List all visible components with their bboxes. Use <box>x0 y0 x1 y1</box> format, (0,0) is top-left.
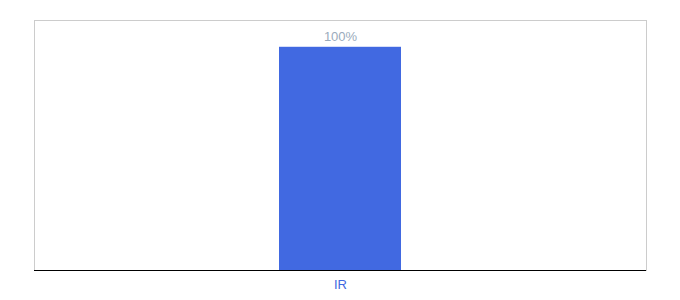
svg-text:100%: 100% <box>324 29 358 44</box>
svg-text:IR: IR <box>334 277 347 292</box>
